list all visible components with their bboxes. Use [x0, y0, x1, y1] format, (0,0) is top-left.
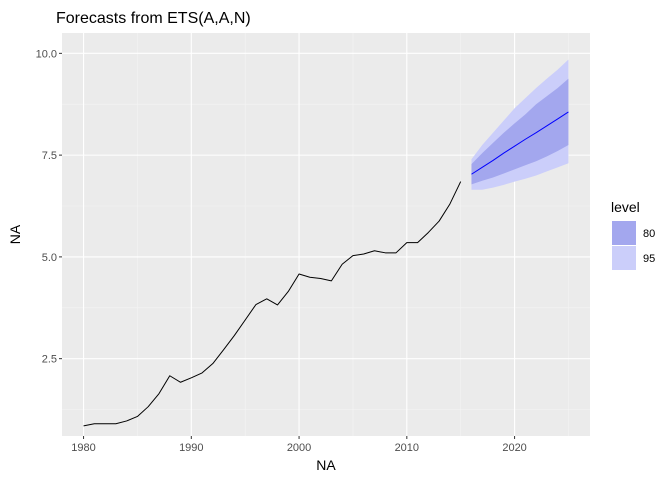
chart-title: Forecasts from ETS(A,A,N)	[56, 10, 251, 27]
y-tick-label: 7.5	[42, 150, 57, 162]
legend-swatch-95	[612, 246, 636, 270]
x-tick-label: 2000	[287, 442, 311, 454]
grid-major	[62, 33, 590, 436]
legend-swatch-80	[612, 221, 636, 245]
series-lines	[83, 111, 569, 427]
x-axis-title: NA	[316, 457, 336, 473]
prediction-intervals	[471, 59, 569, 190]
observed-line	[83, 181, 462, 427]
x-tick-label: 1990	[179, 442, 203, 454]
x-tick-label: 2020	[502, 442, 526, 454]
forecast-line	[471, 111, 569, 175]
legend-title: level	[611, 199, 640, 215]
grid-minor	[62, 33, 590, 436]
legend-label-95: 95	[643, 253, 655, 265]
y-tick-label: 10.0	[36, 48, 57, 60]
y-tick-label: 2.5	[42, 354, 57, 366]
y-axis: 2.5 5.0 7.5 10.0	[36, 48, 62, 366]
legend-label-80: 80	[643, 228, 655, 240]
y-axis-title: NA	[7, 224, 23, 244]
plot-panel	[62, 33, 590, 436]
x-tick-label: 2010	[395, 442, 419, 454]
interval-band-80	[471, 78, 569, 185]
x-tick-label: 1980	[71, 442, 95, 454]
x-axis: 1980 1990 2000 2010 2020	[71, 436, 527, 454]
legend: level 80 95	[611, 199, 655, 270]
y-tick-label: 5.0	[42, 252, 57, 264]
